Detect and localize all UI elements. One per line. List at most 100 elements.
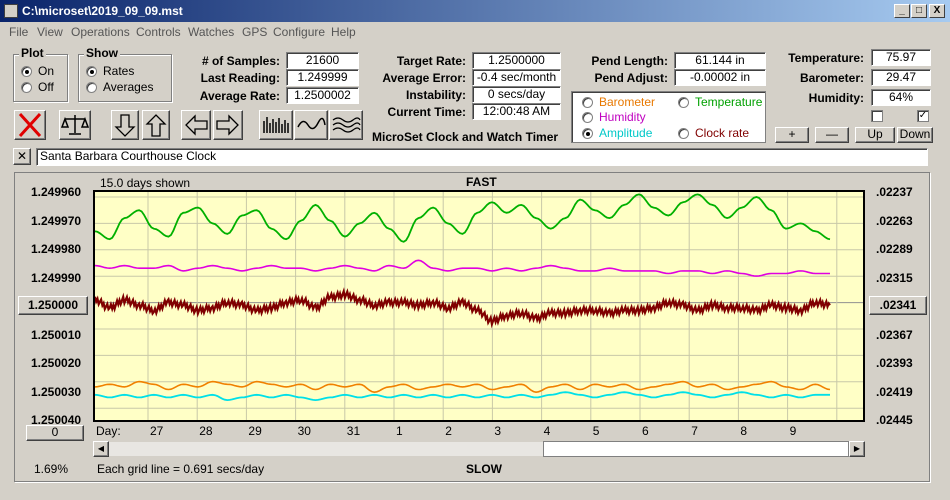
zero-button[interactable]: 0 <box>26 425 84 441</box>
percent-label: 1.69% <box>34 462 69 476</box>
samples-field: 21600 <box>286 52 359 69</box>
right-triangle-icon: ▶ <box>853 444 861 453</box>
clock-rate-radio[interactable] <box>678 128 689 139</box>
menu-view[interactable]: View <box>37 25 63 39</box>
menu-bar: File View Operations Controls Watches GP… <box>0 22 950 42</box>
day-label: 30 <box>297 424 311 438</box>
temperature-option-label: Temperature <box>695 95 763 109</box>
left-tick-label: 1.250040 <box>31 413 82 427</box>
menu-operations[interactable]: Operations <box>71 25 130 39</box>
scroll-thumb[interactable] <box>543 441 849 457</box>
barometer-option-label: Barometer <box>599 95 656 109</box>
humidity-radio[interactable] <box>582 112 593 123</box>
stop-icon <box>18 112 42 138</box>
day-label: 4 <box>543 424 551 438</box>
average-rate-label: Average Rate: <box>199 89 280 103</box>
days-shown-label: 15.0 days shown <box>100 176 191 190</box>
menu-configure[interactable]: Configure <box>273 25 326 39</box>
arrow-up-button[interactable] <box>142 110 170 140</box>
humidity-option-label: Humidity <box>599 110 646 124</box>
plot-group-title: Plot <box>19 46 46 60</box>
humidity-label: Humidity: <box>808 91 864 105</box>
right-tick-label: .02315 <box>876 270 913 285</box>
right-tick-label: .02289 <box>876 242 913 256</box>
balance-button[interactable] <box>59 110 91 140</box>
grid-note: Each grid line = 0.691 secs/day <box>97 462 265 476</box>
multi-wave-icon <box>332 117 361 133</box>
app-name: MicroSet Clock and Watch Timer <box>372 130 559 144</box>
plot-on-radio[interactable] <box>21 66 32 77</box>
center-right-button[interactable]: .02341 <box>869 296 927 315</box>
right-tick-label: .02419 <box>876 384 913 399</box>
up-button[interactable]: Up <box>855 127 895 143</box>
current-time-label: Current Time: <box>387 105 466 119</box>
arrow-up-icon <box>145 114 167 137</box>
stop-button[interactable] <box>14 110 46 140</box>
arrow-down-icon <box>114 114 136 137</box>
wave-button[interactable] <box>294 110 328 140</box>
last-reading-label: Last Reading: <box>200 71 280 85</box>
balance-icon <box>60 115 90 135</box>
show-rates-radio[interactable] <box>86 66 97 77</box>
target-rate-field[interactable]: 1.2500000 <box>472 52 561 69</box>
day-label: 6 <box>642 424 649 438</box>
day-label: 7 <box>691 424 698 438</box>
last-reading-field: 1.249999 <box>286 69 359 86</box>
arrow-left-button[interactable] <box>181 110 211 140</box>
menu-file[interactable]: File <box>9 25 29 39</box>
menu-gps[interactable]: GPS <box>242 25 268 39</box>
barometer-field: 29.47 <box>871 69 931 86</box>
right-tick-label: .02445 <box>876 413 913 427</box>
clear-clock-button[interactable]: ✕ <box>13 148 31 165</box>
app-icon <box>4 4 18 18</box>
minus-button[interactable]: — <box>815 127 849 143</box>
down-button[interactable]: Down <box>897 127 933 143</box>
day-label: 5 <box>592 424 600 438</box>
instability-field: 0 secs/day <box>472 86 561 103</box>
temperature-field: 75.97 <box>871 49 931 66</box>
right-tick-label: .02393 <box>876 356 913 370</box>
arrow-down-button[interactable] <box>111 110 139 140</box>
show-averages-label: Averages <box>103 80 154 94</box>
plot-off-radio[interactable] <box>21 82 32 93</box>
menu-controls[interactable]: Controls <box>136 25 181 39</box>
left-tick-label: 1.249990 <box>31 270 82 285</box>
plus-button[interactable]: + <box>775 127 809 143</box>
pend-length-field[interactable]: 61.144 in <box>674 52 766 69</box>
plot-off-label: Off <box>38 80 54 94</box>
left-tick-label: 1.250020 <box>31 356 82 370</box>
humidity-series-line <box>94 259 830 277</box>
sensor-selector <box>571 91 766 143</box>
left-tick-label: 1.249960 <box>31 185 82 199</box>
barometer-label: Barometer: <box>799 71 864 85</box>
clock-name-field[interactable]: Santa Barbara Courthouse Clock <box>36 148 928 166</box>
show-rates-label: Rates <box>103 64 135 78</box>
checkbox-right[interactable]: ✓ <box>917 110 929 122</box>
amplitude-option-label: Amplitude <box>599 126 653 140</box>
center-left-button[interactable]: 1.250000 <box>18 296 88 315</box>
day-label: 29 <box>248 424 262 438</box>
temperature-series-line <box>94 193 831 243</box>
barometer-series-line <box>94 380 831 394</box>
fast-label: FAST <box>466 175 497 189</box>
target-rate-label: Target Rate: <box>396 54 466 68</box>
day-label: 8 <box>740 424 748 438</box>
pend-adjust-label: Pend Adjust: <box>594 71 668 85</box>
minimize-button[interactable]: _ <box>894 4 910 18</box>
temperature-radio[interactable] <box>678 97 689 108</box>
scroll-left-button[interactable]: ◀ <box>93 441 109 457</box>
close-button[interactable]: X <box>929 4 945 18</box>
show-averages-radio[interactable] <box>86 82 97 93</box>
menu-watches[interactable]: Watches <box>188 25 235 39</box>
maximize-button[interactable]: □ <box>911 4 927 18</box>
menu-help[interactable]: Help <box>331 25 356 39</box>
pend-adjust-field: -0.00002 in <box>674 69 766 86</box>
average-error-field: -0.4 sec/month <box>472 69 561 86</box>
arrow-right-button[interactable] <box>213 110 243 140</box>
scroll-right-button[interactable]: ▶ <box>849 441 865 457</box>
bar-graph-button[interactable] <box>259 110 293 140</box>
checkbox-left[interactable] <box>871 110 883 122</box>
amplitude-radio[interactable] <box>582 128 593 139</box>
barometer-radio[interactable] <box>582 97 593 108</box>
multi-wave-button[interactable] <box>329 110 363 140</box>
